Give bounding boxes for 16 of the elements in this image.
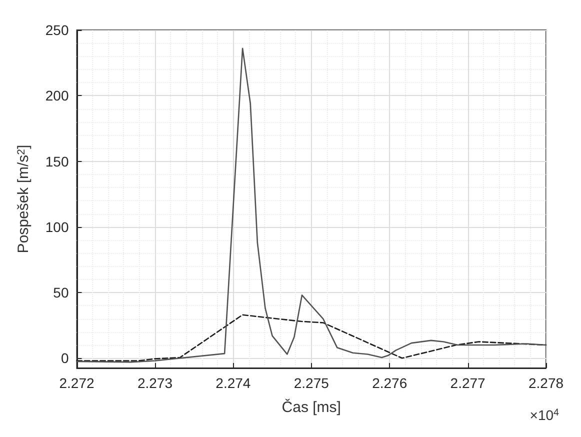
x-tick-label: 2.274 <box>216 375 251 391</box>
y-axis-title: Pospešek [m/s2] <box>15 144 32 254</box>
y-tick-label: 250 <box>45 22 69 38</box>
x-tick-label: 2.277 <box>450 375 486 391</box>
y-tick-label: 100 <box>45 218 69 235</box>
line-series <box>76 48 547 363</box>
y-tick-label: 0 <box>60 350 69 366</box>
y-tick-label: 200 <box>45 88 69 104</box>
x-tick-label: 2.275 <box>294 375 330 391</box>
x-tick-label: 2.273 <box>137 375 173 391</box>
x-axis-title: Čas [ms] <box>282 398 341 416</box>
y-tick-label: 150 <box>45 153 69 170</box>
x-tick-label: 2.272 <box>59 375 94 391</box>
x-tick-label: 2.276 <box>372 375 408 391</box>
x-tick-label: 2.278 <box>528 375 564 391</box>
y-tick-label: 50 <box>53 284 69 301</box>
